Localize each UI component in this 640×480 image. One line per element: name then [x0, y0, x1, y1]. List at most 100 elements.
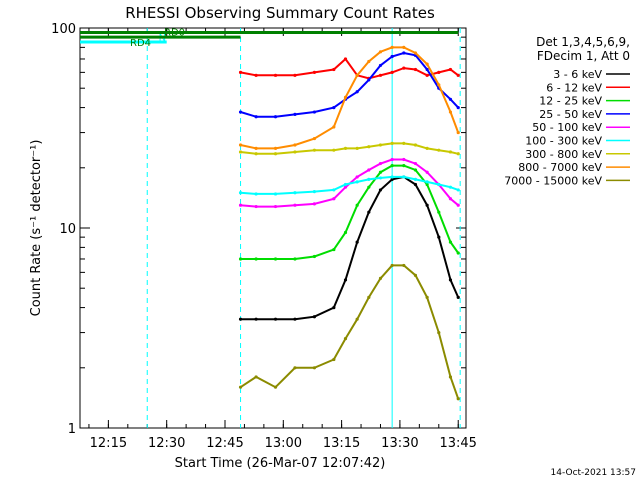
y-axis-label: Count Rate (s⁻¹ detector⁻¹): [29, 140, 44, 317]
data-point: [254, 317, 258, 321]
legend-label: 6 - 12 keV: [546, 81, 602, 94]
data-point: [312, 70, 316, 74]
x-axis-label: Start Time (26-Mar-07 12:07:42): [175, 456, 386, 471]
data-point: [425, 203, 429, 207]
data-point: [413, 273, 418, 277]
data-point: [332, 197, 336, 201]
data-point: [355, 180, 359, 184]
data-point: [332, 188, 336, 192]
data-point: [437, 148, 441, 152]
legend-label: 7000 - 15000 keV: [504, 174, 602, 187]
x-tick: 12:15: [90, 28, 127, 451]
legend-label: 12 - 25 keV: [539, 95, 602, 108]
y-tick: 10: [59, 222, 466, 237]
data-point: [355, 317, 359, 321]
y-tick: 1: [68, 422, 466, 437]
legend-header-line-2: FDecim 1, Att 0: [537, 49, 630, 63]
data-point: [448, 150, 453, 154]
legend-label: 800 - 7000 keV: [518, 161, 602, 174]
data-point: [332, 105, 336, 110]
series-line: [240, 175, 459, 195]
data-point: [448, 240, 453, 244]
legend-item: 25 - 50 keV: [539, 108, 630, 121]
data-point: [413, 168, 418, 172]
legend-header-line-1: Det 1,3,4,5,6,9,: [536, 35, 630, 49]
data-point: [367, 210, 371, 214]
data-point: [456, 73, 460, 77]
data-point: [378, 176, 383, 180]
y-tick: 100: [51, 22, 466, 37]
data-point: [402, 51, 406, 55]
data-point: [390, 70, 394, 74]
data-point: [413, 67, 418, 72]
data-point: [425, 146, 429, 151]
data-point: [437, 70, 441, 74]
data-point: [355, 240, 359, 244]
x-tick: 12:45: [206, 28, 244, 451]
data-point: [343, 230, 348, 235]
data-point: [402, 157, 406, 162]
data-point: [343, 185, 348, 189]
data-point: [254, 192, 258, 196]
data-point: [238, 70, 243, 74]
data-point: [355, 203, 359, 207]
data-point: [425, 67, 429, 72]
data-point: [332, 125, 336, 129]
data-point: [413, 51, 418, 55]
data-point: [367, 168, 371, 172]
data-point: [343, 146, 348, 151]
data-point: [390, 177, 394, 181]
data-point: [312, 110, 316, 114]
data-series: [238, 45, 460, 401]
data-point: [402, 66, 406, 70]
data-point: [390, 175, 394, 179]
data-point: [343, 278, 348, 282]
legend-label: 3 - 6 keV: [553, 68, 602, 81]
data-point: [456, 397, 460, 401]
x-tick: 13:00: [265, 28, 302, 451]
data-point: [254, 375, 258, 379]
data-point: [312, 366, 316, 370]
data-point: [402, 175, 406, 179]
data-point: [448, 278, 453, 282]
legend-item: 100 - 300 keV: [525, 135, 630, 148]
legend-item: 800 - 7000 keV: [518, 161, 630, 174]
legend-item: 3 - 6 keV: [553, 68, 630, 81]
data-point: [390, 45, 394, 49]
data-point: [367, 59, 371, 64]
data-point: [390, 141, 394, 145]
data-point: [390, 164, 394, 168]
data-point: [312, 315, 316, 319]
data-point: [355, 90, 359, 94]
footer-timestamp: 14-Oct-2021 13:57: [551, 468, 636, 478]
x-tick: 13:30: [381, 28, 419, 451]
data-point: [355, 146, 359, 151]
data-point: [437, 83, 441, 87]
data-point: [448, 67, 453, 72]
data-point: [293, 112, 297, 116]
data-point: [238, 317, 243, 321]
data-point: [343, 57, 348, 61]
data-point: [332, 148, 336, 152]
data-point: [273, 257, 278, 261]
data-point: [390, 263, 394, 268]
data-point: [402, 141, 406, 145]
data-point: [378, 161, 383, 166]
y-tick-label: 100: [51, 22, 76, 37]
data-point: [293, 317, 297, 321]
data-point: [238, 385, 243, 389]
series-line: [240, 175, 460, 321]
x-tick-label: 12:45: [206, 436, 243, 451]
data-point: [413, 177, 418, 181]
data-point: [367, 295, 371, 299]
data-point: [343, 336, 348, 341]
data-point: [293, 150, 297, 154]
legend-label: 50 - 100 keV: [532, 121, 602, 134]
data-point: [456, 295, 460, 299]
data-point: [273, 385, 278, 389]
data-point: [425, 182, 429, 187]
data-point: [293, 143, 297, 147]
data-point: [402, 164, 406, 168]
